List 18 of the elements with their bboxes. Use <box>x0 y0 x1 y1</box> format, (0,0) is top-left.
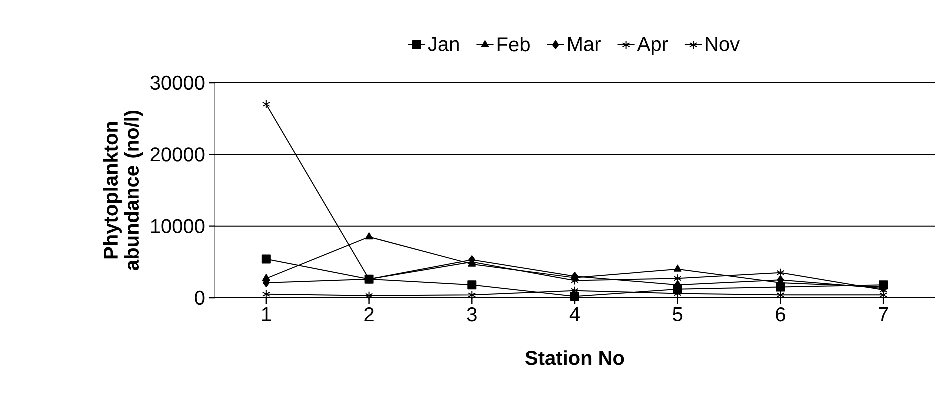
x-axis-title: Station No <box>526 350 624 366</box>
y-tick-label: 20000 <box>150 148 205 162</box>
x-tick-label: 7 <box>879 308 888 322</box>
legend-label: Mar <box>568 37 601 52</box>
y-axis-title: Phytoplankton abundance (no/l) <box>103 110 143 270</box>
legend-label: Apr <box>637 37 668 56</box>
x-tick-label: 6 <box>776 308 786 322</box>
legend-label: Feb <box>498 37 530 52</box>
x-tick-label: 2 <box>364 308 374 322</box>
x-tick-label: 1 <box>262 308 272 322</box>
x-tick-label: 4 <box>570 308 580 322</box>
y-tick-label: 0 <box>195 290 205 306</box>
x-tick-label: 3 <box>467 308 477 322</box>
legend-label: Jan <box>428 37 459 52</box>
x-tick-label: 5 <box>673 308 683 322</box>
y-tick-label: 30000 <box>150 76 205 90</box>
legend-label: Nov <box>706 37 740 52</box>
y-tick-label: 10000 <box>151 219 205 234</box>
